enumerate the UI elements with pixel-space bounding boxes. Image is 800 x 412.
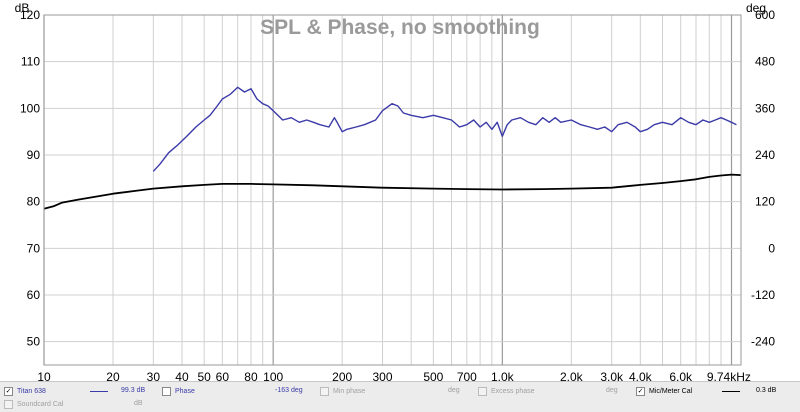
- legend-phase-checkbox[interactable]: [162, 387, 171, 396]
- x-tick-label: 3.0k: [600, 370, 624, 381]
- x-axis-ticks: 10 20 30 40 50 60 80 100 200 300 500 700 1.0k 2.0k 3.0…: [37, 370, 751, 381]
- y-left-tick-label: 110: [21, 55, 40, 69]
- y-left-tick-label: 90: [27, 148, 41, 162]
- x-tick-label: 9.74kHz: [707, 370, 751, 381]
- y-left-tick-label: 70: [27, 241, 41, 255]
- legend-excess-phase-unit: deg: [606, 387, 618, 394]
- y-left-tick-label: 80: [27, 195, 41, 209]
- y-right-tick-label: -120: [751, 288, 775, 302]
- legend-soundcard-cal-unit: dB: [134, 400, 143, 407]
- legend-titan-checkbox[interactable]: [4, 387, 13, 396]
- legend-mic-cal[interactable]: Mic/Meter Cal: [636, 386, 692, 397]
- legend-mic-cal-value: 0.3 dB: [756, 387, 777, 394]
- x-tick-label: 100: [263, 370, 283, 381]
- legend-titan[interactable]: Titan 638: [4, 386, 46, 397]
- right-axis-unit: deg: [746, 1, 766, 15]
- legend-min-phase-unit: deg: [448, 387, 460, 394]
- x-tick-label: 30: [147, 370, 161, 381]
- y-left-tick-label: 120: [20, 8, 40, 22]
- legend-excess-phase-label: Excess phase: [491, 388, 535, 395]
- legend-mic-cal-label: Mic/Meter Cal: [649, 388, 693, 395]
- x-tick-label: 700: [457, 370, 477, 381]
- legend-mic-cal-line-swatch: [722, 391, 740, 392]
- y-axis-right-ticks: -240 -120 0 120 240 360 480 600: [751, 8, 775, 349]
- plot-background: [44, 15, 741, 365]
- x-tick-label: 1.0k: [491, 370, 515, 381]
- legend-phase-value: -163 deg: [275, 387, 303, 394]
- legend-min-phase-checkbox[interactable]: [320, 387, 329, 396]
- x-tick-label: 200: [332, 370, 352, 381]
- x-tick-label: 6.0k: [669, 370, 693, 381]
- left-axis-unit: dB: [15, 1, 30, 15]
- legend-titan-line-swatch: [90, 391, 108, 392]
- chart-title: SPL & Phase, no smoothing: [260, 16, 540, 39]
- series-line-titan-638: [152, 86, 737, 172]
- y-right-tick-label: 360: [755, 101, 775, 115]
- x-tick-label: 80: [244, 370, 258, 381]
- legend-mic-cal-checkbox[interactable]: [636, 387, 645, 396]
- x-tick-label: 50: [198, 370, 212, 381]
- x-tick-label: 2.0k: [560, 370, 584, 381]
- y-left-tick-label: 100: [20, 101, 40, 115]
- legend-titan-label: Titan 638: [17, 388, 46, 395]
- x-tick-label: 500: [423, 370, 443, 381]
- plot-frame: [43, 14, 742, 366]
- legend-phase[interactable]: Phase: [162, 386, 195, 397]
- legend-phase-label: Phase: [175, 388, 195, 395]
- series-line-mic-meter-cal: [43, 173, 742, 210]
- legend-min-phase[interactable]: Min phase: [320, 386, 365, 397]
- legend-soundcard-cal[interactable]: Soundcard Cal: [4, 399, 63, 410]
- y-axis-left-ticks: 50 60 70 80 90 100 110 120: [20, 8, 40, 349]
- legend-soundcard-cal-label: Soundcard Cal: [17, 401, 64, 408]
- legend-excess-phase-checkbox[interactable]: [478, 387, 487, 396]
- legend-bar: Titan 638 99.3 dB Phase -163 deg Min pha…: [0, 381, 800, 412]
- y-right-tick-label: 120: [755, 195, 775, 209]
- y-right-tick-label: 480: [755, 55, 775, 69]
- y-left-tick-label: 50: [27, 335, 41, 349]
- y-right-tick-label: -240: [751, 335, 775, 349]
- legend-excess-phase[interactable]: Excess phase: [478, 386, 535, 397]
- legend-soundcard-cal-checkbox[interactable]: [4, 400, 13, 409]
- y-right-tick-label: 240: [755, 148, 775, 162]
- series-layer: [43, 86, 742, 210]
- legend-min-phase-label: Min phase: [333, 388, 366, 395]
- y-right-tick-label: 0: [768, 241, 775, 255]
- x-tick-label: 4.0k: [629, 370, 653, 381]
- x-tick-label: 300: [372, 370, 392, 381]
- x-tick-label: 20: [106, 370, 120, 381]
- chart: 10 20 30 40 50 60 80 100 200 300 500 700 1.0k 2.0k 3.0…: [15, 1, 776, 381]
- legend-titan-value: 99.3 dB: [121, 387, 146, 394]
- y-left-tick-label: 60: [27, 288, 41, 302]
- x-tick-label: 60: [216, 370, 230, 381]
- x-tick-label: 10: [37, 370, 51, 381]
- x-tick-label: 40: [175, 370, 189, 381]
- y-right-tick-label: 600: [755, 8, 775, 22]
